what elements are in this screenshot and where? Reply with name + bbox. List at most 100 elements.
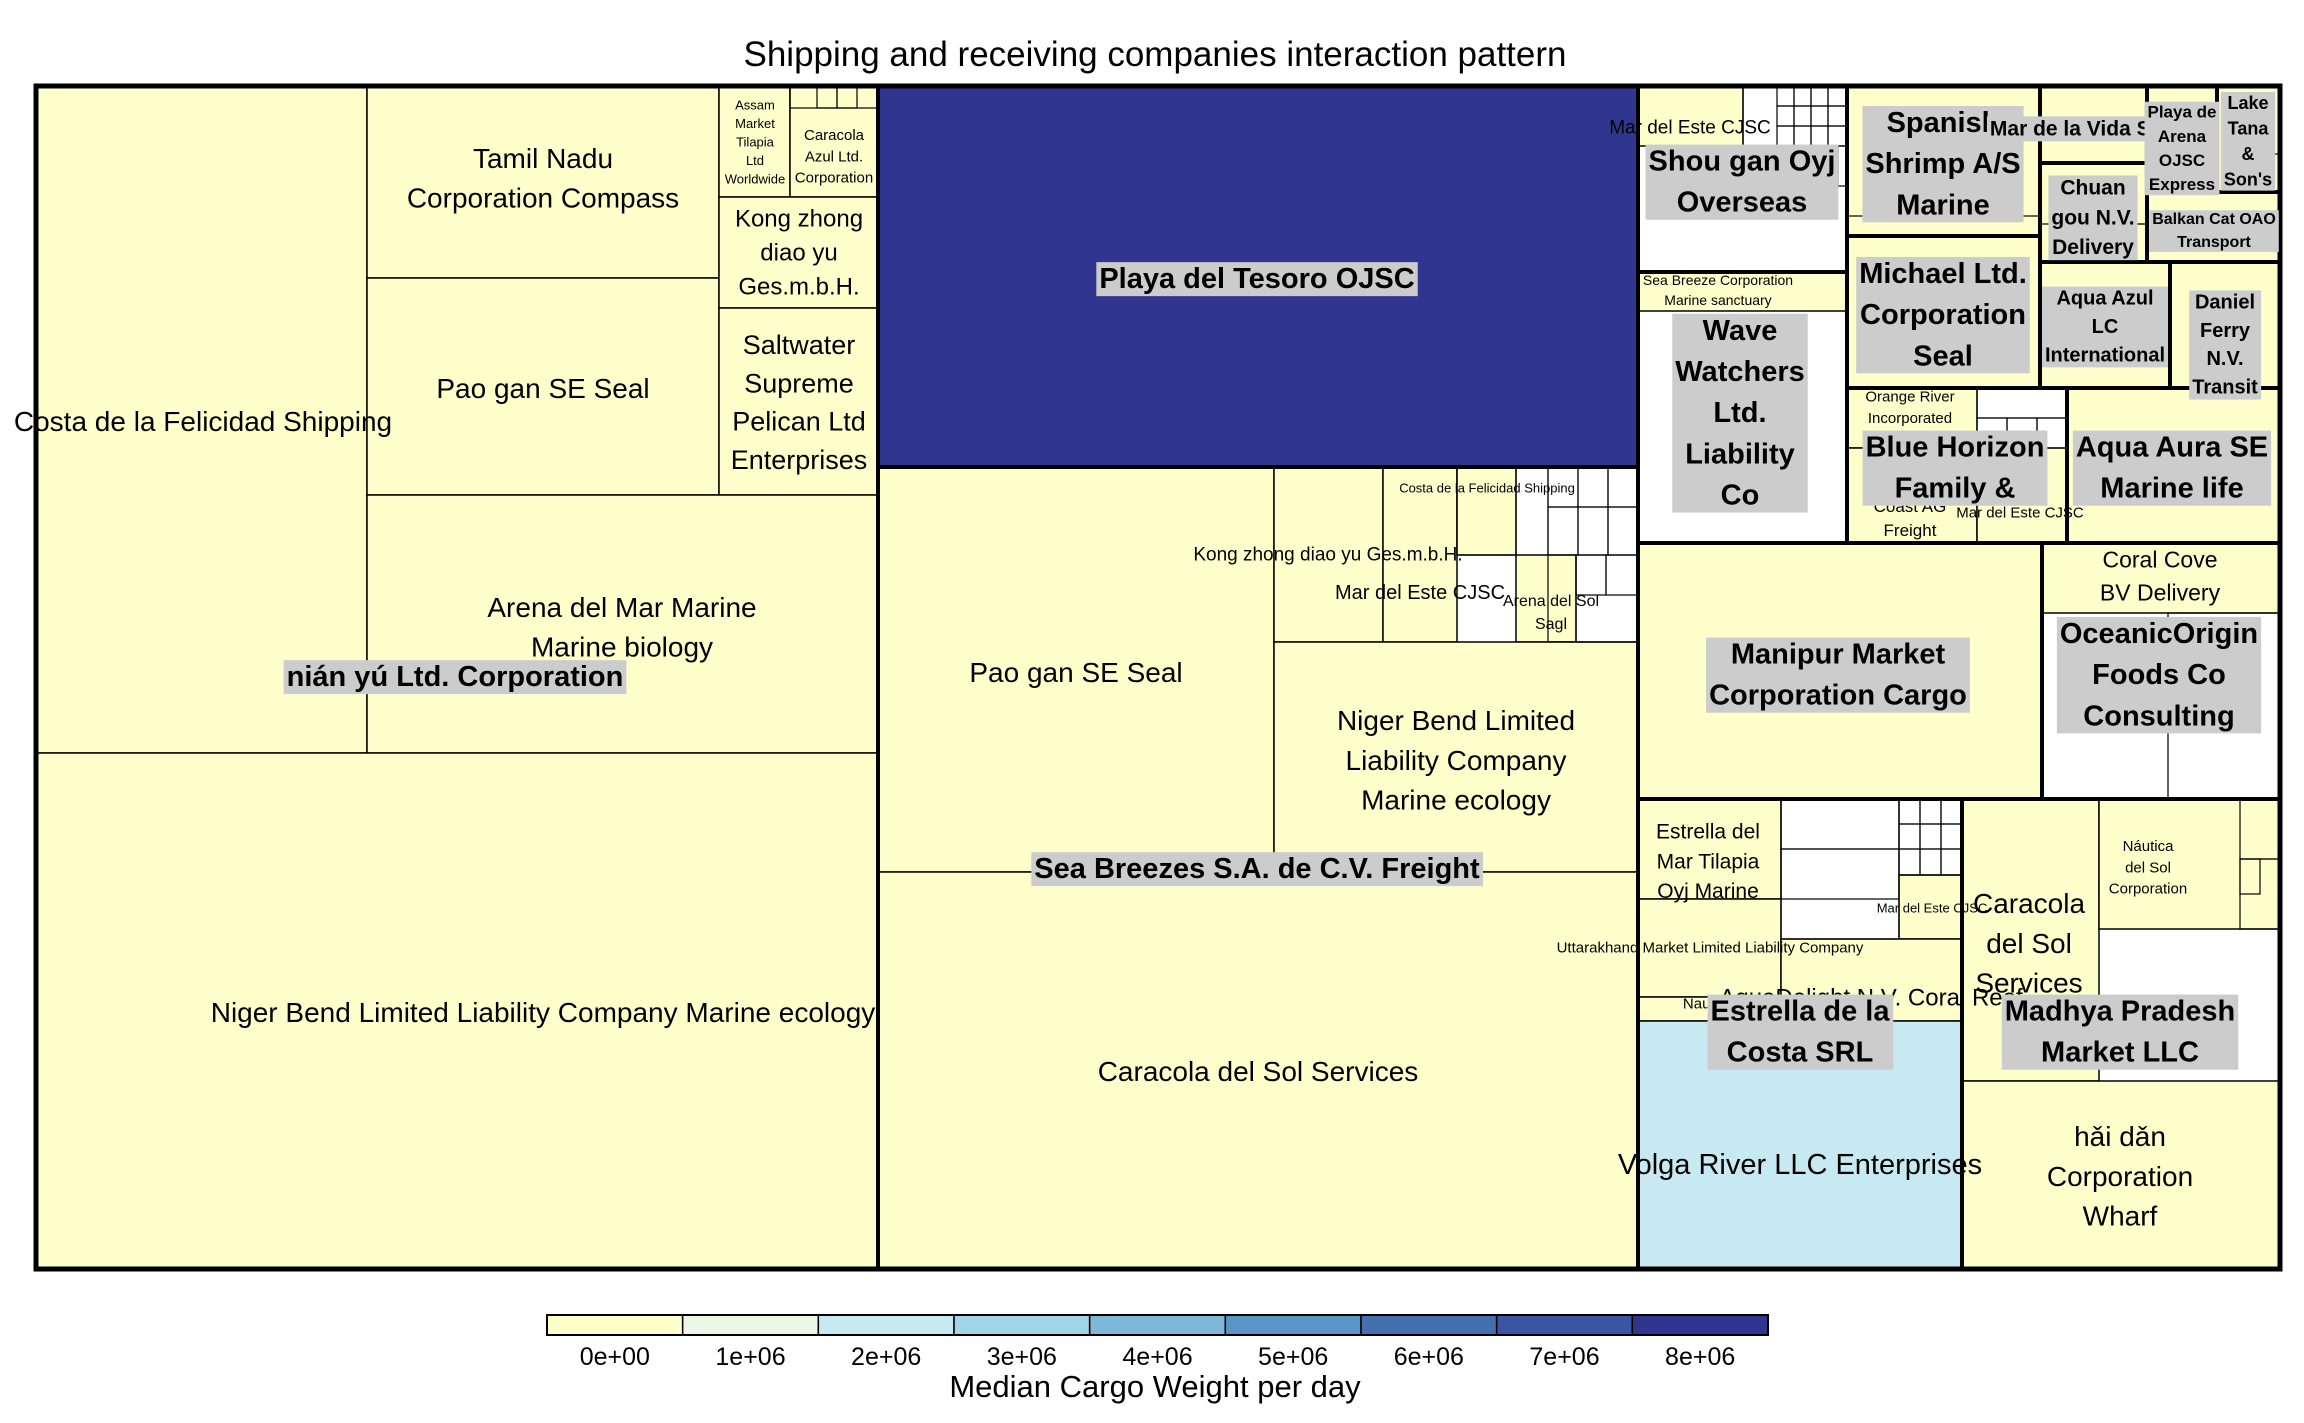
treemap-small-tile — [1898, 848, 1921, 876]
colorbar-tick-label: 6e+06 — [1394, 1343, 1464, 1371]
treemap-small-tile — [1898, 798, 1963, 876]
treemap-small-tile — [1919, 848, 1942, 876]
treemap-tile — [366, 494, 879, 754]
treemap-group-label: nián yú Ltd. Corporation — [287, 661, 624, 693]
treemap-tile-label: Arena del Sol Sagl — [1503, 593, 1599, 633]
colorbar-swatch — [1360, 1314, 1498, 1336]
treemap-small-tile — [1810, 125, 1829, 147]
treemap-group-label-bg — [2189, 290, 2262, 400]
treemap-small-tile — [1827, 105, 1848, 127]
treemap-small-tile — [1898, 823, 1921, 850]
treemap-small-tile — [1827, 125, 1848, 147]
treemap-group-label-bg — [2048, 175, 2138, 261]
treemap-group-label: Shou gan Oyj Overseas — [1649, 146, 1836, 219]
treemap-group-label-bg — [1645, 144, 1839, 220]
treemap-tile-label: Uttarakhand Market Limited Liability Com… — [1557, 939, 1864, 956]
treemap-tile-label: Niger Bend Limited Liability Company Marin… — [1337, 705, 1575, 816]
treemap-tile-label: Niger Bend Limited Liability Company Mar… — [211, 997, 876, 1028]
treemap-tile-label: Kong zhong diao yu Ges.m.b.H. — [1193, 545, 1462, 566]
colorbar-tick-label: 0e+00 — [580, 1343, 650, 1371]
colorbar-tick-label: 5e+06 — [1258, 1343, 1328, 1371]
colorbar-tick-label: 8e+06 — [1665, 1343, 1735, 1371]
colorbar-swatch — [1495, 1314, 1634, 1336]
treemap-group-label: Spanish Shrimp A/S Marine — [1865, 107, 2020, 221]
treemap-small-tile — [1793, 125, 1812, 147]
treemap-tile-label: Kong zhong diao yu Ges.m.b.H. — [735, 205, 863, 300]
treemap-tile — [1961, 1080, 2281, 1270]
colorbar-swatch — [953, 1314, 1091, 1336]
treemap-tile-label: Volga River LLC Enterprises — [1618, 1149, 1982, 1181]
treemap-group-label: Chuan gou N.V. Delivery — [2051, 177, 2134, 260]
treemap-tile-label: Caracola del Sol Services — [1973, 888, 2085, 999]
treemap-group-label: Estrella de la Costa SRL — [1711, 996, 1891, 1069]
treemap-tile-label: Mar del Este CJSC — [1335, 582, 1505, 604]
treemap-small-tile — [1607, 466, 1639, 508]
colorbar-tick-label: 2e+06 — [851, 1343, 921, 1371]
treemap-small-tile — [1605, 554, 1639, 596]
treemap-group-label: Madhya Pradesh Market LLC — [2005, 996, 2235, 1069]
treemap-group-label-bg — [1707, 994, 1894, 1070]
treemap-tile-label: Estrella del Mar Tilapia Oyj Marine — [1656, 821, 1760, 904]
treemap-small-tile — [1919, 823, 1942, 850]
treemap-small-tile — [1776, 125, 1795, 147]
treemap-group-label: Sea Breezes S.A. de C.V. Freight — [1034, 853, 1480, 885]
treemap-tile-label: Tamil Nadu Corporation Compass — [407, 143, 679, 214]
treemap-group-label-bg — [1862, 430, 2048, 506]
treemap-tile-label: Mar del Este CJSC — [1877, 901, 1988, 916]
treemap-small-tile — [1940, 798, 1963, 825]
treemap-tile — [1273, 466, 1384, 643]
treemap-small-tile — [1976, 387, 2068, 419]
colorbar-swatch — [1224, 1314, 1362, 1336]
treemap-small-tile — [1810, 85, 1829, 107]
treemap-group-label: Lake Tana & Son's — [2224, 93, 2272, 190]
treemap-group-label: Blue Horizon Family & — [1866, 432, 2045, 505]
treemap-group-label: Aqua Aura SE Marine life — [2076, 432, 2268, 505]
treemap-group-label-bg — [2144, 101, 2220, 196]
colorbar-swatch — [546, 1314, 684, 1336]
treemap-tile-label: Caracola del Sol Services — [1098, 1056, 1419, 1087]
treemap-tile-label: Mar del Este CJSC — [1609, 118, 1771, 139]
colorbar-tick-label: 3e+06 — [987, 1343, 1057, 1371]
treemap-tile-label: Sea Breeze Corporation Marine sanctuary — [1643, 272, 1793, 308]
treemap-small-tile — [1575, 554, 1607, 596]
treemap-outer-border — [33, 83, 2283, 1272]
treemap-tile-label: hǎi dǎn Corporation Wharf — [2047, 1121, 2193, 1232]
treemap-small-tile — [1780, 848, 1900, 900]
treemap-tile — [1273, 641, 1639, 873]
treemap-group-label-bg — [1031, 852, 1484, 887]
treemap-tile-label: Saltwater Supreme Pelican Ltd Enterprises — [731, 330, 868, 475]
treemap-groups: nián yú Ltd. Corporation Playa del Tesoro… — [33, 83, 2283, 1272]
treemap-small-tile — [1898, 798, 1921, 825]
treemap-small-tile — [1780, 798, 1900, 850]
colorbar-swatch — [1631, 1314, 1769, 1336]
treemap-group-label-bg — [2001, 994, 2239, 1070]
treemap-tile — [1637, 898, 1782, 998]
treemap-tile — [1637, 798, 1782, 900]
colorbar-tick-label: 7e+06 — [1529, 1343, 1599, 1371]
treemap-tile-label: Orange River Incorporated — [1865, 389, 1954, 427]
treemap-tile-label: Pao gan SE Seal — [969, 657, 1182, 688]
treemap-tile-label: Mar del Este CJSC — [1956, 504, 2084, 521]
treemap-small-tile — [1607, 506, 1639, 556]
chart-title: Shipping and receiving companies interac… — [743, 35, 1566, 74]
treemap-tile — [2098, 798, 2281, 930]
treemap-group-label-bg — [283, 660, 627, 695]
colorbar-tick-label: 1e+06 — [715, 1343, 785, 1371]
treemap-tile-label: Pao gan SE Seal — [436, 373, 649, 404]
colorbar-frame — [546, 1314, 1769, 1336]
colorbar-swatch — [681, 1314, 820, 1336]
treemap-small-tile — [1940, 823, 1963, 850]
treemap-tile-label: Costa de la Felicidad Shipping — [1399, 481, 1575, 496]
treemap-group-label-bg — [2041, 286, 2169, 368]
treemap-group-label-bg — [1672, 313, 1808, 513]
treemap-small-tile — [1776, 85, 1795, 107]
colorbar: 0e+00 1e+06 2e+06 3e+06 4e+06 5e+06 6e+06 7e+06… — [546, 1314, 1769, 1371]
treemap-small-tile — [1577, 506, 1609, 556]
treemap-tile-label: Coral Cove BV Delivery — [2100, 547, 2221, 606]
treemap-small-tile — [1780, 798, 1900, 940]
treemap-small-tile — [1793, 85, 1812, 107]
treemap-group-label-bg — [1706, 637, 1970, 713]
treemap-group-label-bg — [2072, 430, 2272, 506]
treemap-group-label: Wave Watchers Ltd. Liability Co — [1675, 315, 1804, 512]
treemap-small-tile — [1577, 466, 1609, 508]
